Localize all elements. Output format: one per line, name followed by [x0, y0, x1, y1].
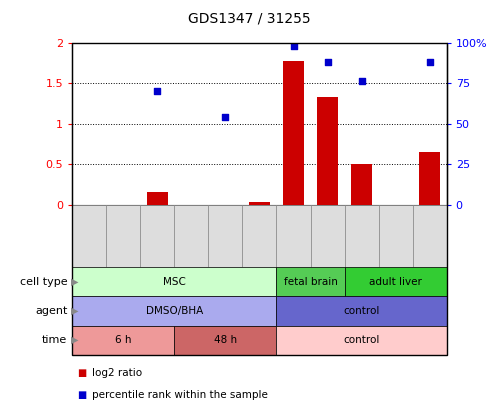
Bar	[283, 61, 304, 205]
Text: time: time	[42, 335, 67, 345]
Bar	[250, 202, 269, 205]
Point	[426, 59, 434, 65]
Text: ▶: ▶	[71, 335, 78, 345]
Text: 48 h: 48 h	[214, 335, 237, 345]
Text: ▶: ▶	[71, 306, 78, 316]
Text: GSM60448: GSM60448	[357, 211, 366, 260]
Text: GDS1347 / 31255: GDS1347 / 31255	[188, 11, 311, 25]
Text: GSM60438: GSM60438	[153, 211, 162, 260]
Text: control: control	[343, 306, 380, 316]
Bar	[351, 164, 372, 205]
Text: control: control	[343, 335, 380, 345]
Text: MSC: MSC	[163, 277, 186, 287]
Text: GSM60444: GSM60444	[255, 211, 264, 260]
Bar	[147, 192, 168, 205]
Text: agent: agent	[35, 306, 67, 316]
Text: GSM60437: GSM60437	[119, 211, 128, 260]
Text: GSM60451: GSM60451	[425, 211, 434, 260]
Text: GSM60442: GSM60442	[221, 211, 230, 260]
Point	[323, 59, 331, 65]
Text: GSM60440: GSM60440	[187, 211, 196, 260]
Text: percentile rank within the sample: percentile rank within the sample	[92, 390, 268, 400]
Point	[358, 78, 366, 85]
Text: GSM60450: GSM60450	[391, 211, 400, 260]
Text: GSM60433: GSM60433	[289, 211, 298, 260]
Text: cell type: cell type	[20, 277, 67, 287]
Point	[222, 114, 230, 120]
Text: GSM60436: GSM60436	[85, 211, 94, 260]
Text: fetal brain: fetal brain	[283, 277, 337, 287]
Text: log2 ratio: log2 ratio	[92, 368, 142, 378]
Bar	[419, 152, 440, 205]
Text: ■: ■	[77, 390, 87, 400]
Text: ▶: ▶	[71, 277, 78, 287]
Point	[153, 88, 161, 94]
Text: adult liver: adult liver	[369, 277, 422, 287]
Text: GSM60434: GSM60434	[323, 211, 332, 260]
Text: 6 h: 6 h	[115, 335, 132, 345]
Point	[289, 43, 297, 49]
Text: ■: ■	[77, 368, 87, 378]
Bar	[317, 97, 338, 205]
Text: DMSO/BHA: DMSO/BHA	[146, 306, 203, 316]
